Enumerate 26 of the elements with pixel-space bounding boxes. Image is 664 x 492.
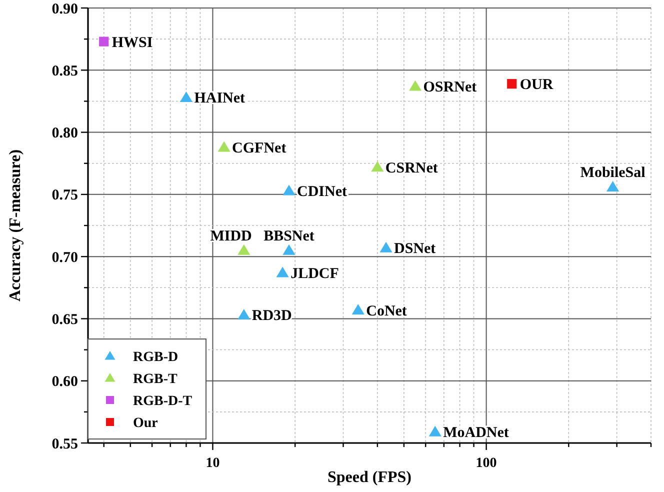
annotation: CGFNet: [232, 140, 286, 156]
y-tick-label: 0.55: [52, 436, 78, 452]
annotation: DSNet: [394, 241, 436, 258]
annotation: HWSI: [112, 34, 153, 51]
y-tick-label: 0.80: [52, 126, 78, 142]
y-tick-label: 0.75: [52, 188, 78, 204]
y-tick-label: 0.70: [52, 250, 78, 266]
y-tick-label: 0.90: [52, 1, 78, 18]
legend-label: RGB-D: [133, 350, 178, 365]
annotation: JLDCF: [290, 266, 339, 282]
legend-label: Our: [133, 416, 158, 431]
x-axis-title: Speed (FPS): [328, 469, 412, 486]
annotation: BBSNet: [264, 228, 314, 244]
annotation: OUR: [520, 77, 554, 94]
annotation: CoNet: [366, 303, 407, 320]
y-axis-title: Accuracy (F-measure): [7, 149, 24, 302]
legend-label: RGB-T: [133, 372, 178, 387]
annotation: OSRNet: [423, 80, 477, 96]
annotation: CSRNet: [385, 160, 438, 176]
legend-label: RGB-D-T: [133, 394, 193, 409]
x-tick-label: 10: [206, 456, 220, 471]
x-tick-label: 100: [476, 456, 497, 471]
y-tick-label: 0.85: [52, 63, 78, 80]
annotation: MobileSal: [580, 164, 646, 181]
y-tick-label: 0.65: [52, 312, 78, 328]
y-tick-label: 0.60: [52, 374, 78, 390]
